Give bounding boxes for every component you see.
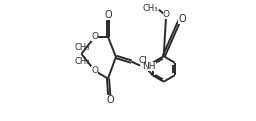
- Text: Cl: Cl: [139, 56, 148, 65]
- Text: CH₃: CH₃: [74, 57, 90, 66]
- Text: O: O: [107, 95, 114, 105]
- Text: O: O: [91, 32, 98, 41]
- Text: NH: NH: [142, 62, 156, 71]
- Text: O: O: [91, 66, 98, 75]
- Text: O: O: [178, 14, 186, 24]
- Text: O: O: [104, 10, 112, 20]
- Text: CH₃: CH₃: [143, 4, 158, 13]
- Text: O: O: [163, 10, 170, 19]
- Text: CH₃: CH₃: [74, 43, 90, 52]
